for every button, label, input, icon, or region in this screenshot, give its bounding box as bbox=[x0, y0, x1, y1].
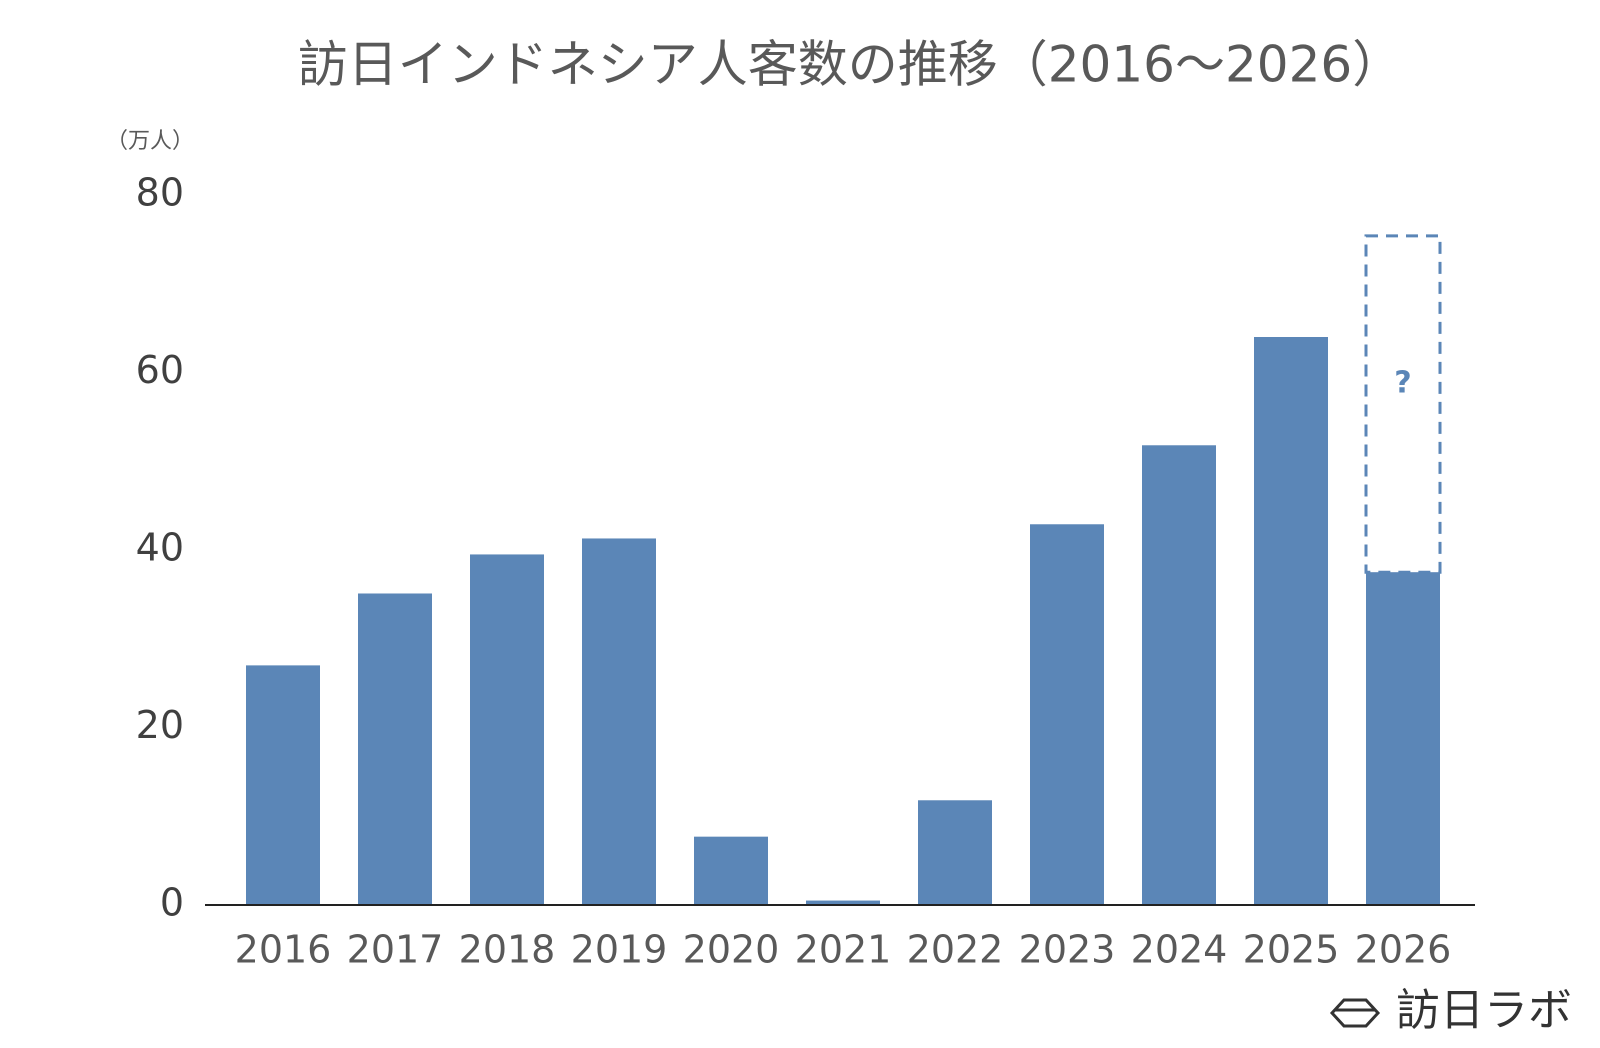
y-tick-label: 0 bbox=[160, 881, 184, 925]
bar bbox=[358, 593, 432, 905]
bar bbox=[1142, 445, 1216, 905]
x-tick-label: 2025 bbox=[1243, 928, 1340, 972]
x-tick-label: 2018 bbox=[459, 928, 556, 972]
bar bbox=[806, 900, 880, 905]
x-tick-label: 2026 bbox=[1355, 928, 1452, 972]
bar bbox=[1030, 524, 1104, 905]
y-tick-label: 80 bbox=[136, 171, 184, 215]
x-tick-label: 2019 bbox=[571, 928, 668, 972]
x-tick-label: 2022 bbox=[907, 928, 1004, 972]
bar bbox=[582, 538, 656, 905]
forecast-bar bbox=[1364, 234, 1442, 574]
y-axis-label: （万人） bbox=[106, 129, 194, 154]
y-tick-label: 20 bbox=[136, 703, 184, 747]
logo-icon bbox=[1329, 998, 1381, 1028]
bar bbox=[246, 665, 320, 905]
y-tick-label: 40 bbox=[136, 526, 184, 570]
bar bbox=[694, 836, 768, 905]
logo-text: 訪日ラボ bbox=[1396, 985, 1572, 1036]
x-tick-label: 2023 bbox=[1019, 928, 1116, 972]
x-tick-label: 2017 bbox=[347, 928, 444, 972]
x-tick-label: 2020 bbox=[683, 928, 780, 972]
annotation: ? bbox=[1394, 366, 1411, 401]
x-tick-label: 2021 bbox=[795, 928, 892, 972]
chart-title: 訪日インドネシア人客数の推移（2016～2026） bbox=[298, 36, 1403, 94]
bar bbox=[470, 554, 544, 905]
bar bbox=[1254, 337, 1328, 905]
bar bbox=[918, 800, 992, 905]
x-tick-label: 2016 bbox=[235, 928, 332, 972]
x-tick-label: 2024 bbox=[1131, 928, 1228, 972]
y-tick-label: 60 bbox=[136, 348, 184, 392]
bar bbox=[1366, 572, 1440, 905]
